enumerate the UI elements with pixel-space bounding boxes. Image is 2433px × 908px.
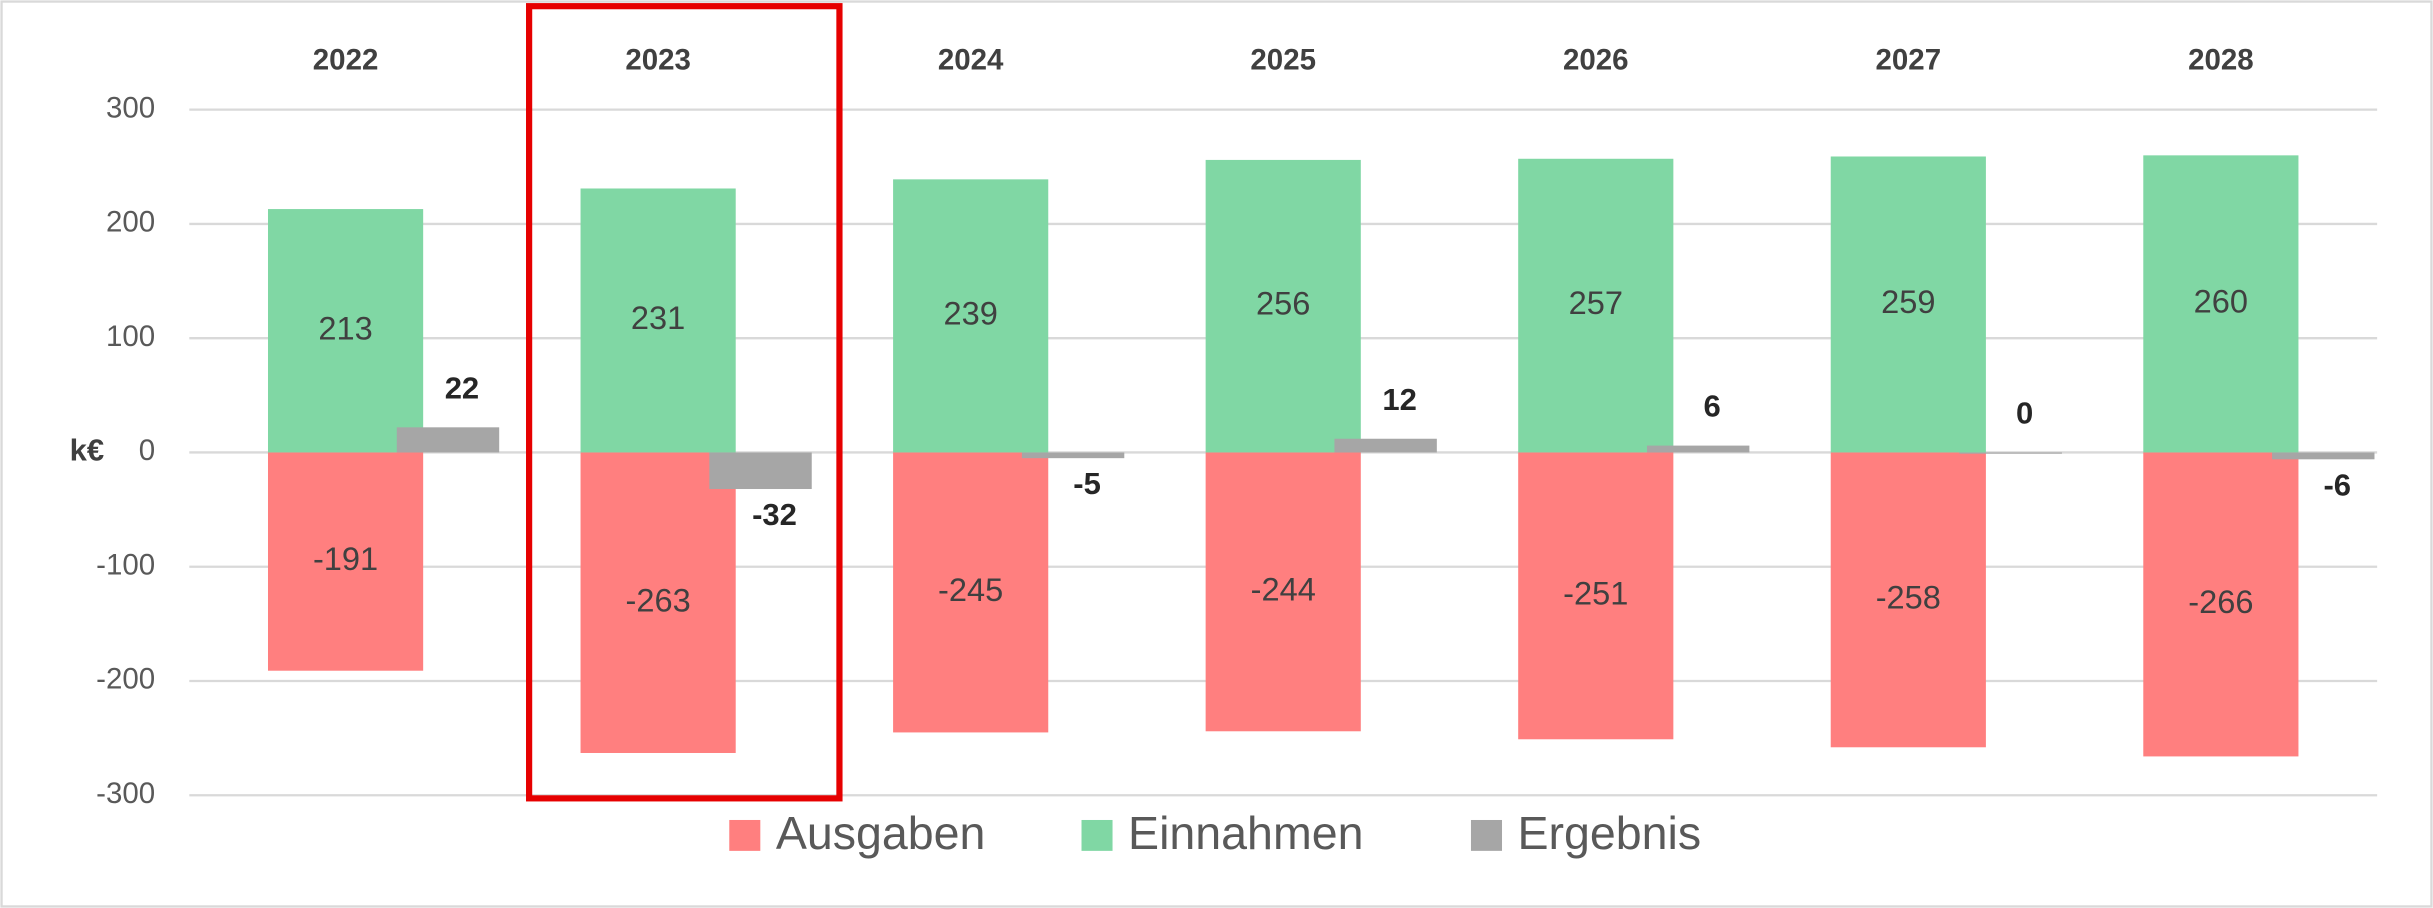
legend-label: Ausgaben <box>776 807 986 859</box>
bar <box>1959 452 2062 454</box>
bar <box>1021 452 1125 459</box>
bar <box>2272 452 2375 460</box>
bar <box>1205 159 1361 453</box>
x-tick-label: 2024 <box>938 44 1004 77</box>
value-label: -191 <box>313 541 378 577</box>
x-tick-label: 2025 <box>1250 44 1316 77</box>
value-label: 6 <box>1704 389 1721 424</box>
y-tick-label: 300 <box>106 91 155 124</box>
y-tick-label: 200 <box>106 206 155 239</box>
value-label: 260 <box>2194 284 2248 320</box>
value-label: 239 <box>943 296 997 332</box>
legend-label: Ergebnis <box>1518 807 1702 859</box>
y-tick-label: 0 <box>139 434 155 467</box>
y-tick-label: -300 <box>96 777 155 810</box>
bar <box>893 179 1049 453</box>
legend-swatch <box>729 819 761 851</box>
bar <box>2143 452 2299 757</box>
bar <box>580 188 736 453</box>
value-label: -245 <box>938 572 1003 608</box>
y-tick-label: -200 <box>96 663 155 696</box>
bar <box>580 452 736 753</box>
bar <box>267 209 424 453</box>
bar <box>2143 155 2299 453</box>
bar <box>709 452 812 490</box>
value-label: -263 <box>626 582 691 618</box>
value-label: 257 <box>1569 285 1623 321</box>
value-label: 231 <box>631 300 685 336</box>
highlight-frame <box>526 3 843 802</box>
value-label: 259 <box>1881 284 1935 320</box>
x-tick-label: 2027 <box>1876 44 1942 77</box>
bar <box>1518 452 1674 740</box>
value-label: -6 <box>2323 467 2351 502</box>
value-label: 213 <box>318 310 372 346</box>
bar <box>1830 156 1986 453</box>
value-label: -266 <box>2188 584 2253 620</box>
value-label: 256 <box>1256 286 1310 322</box>
bar <box>1205 452 1361 732</box>
bar <box>1334 438 1437 453</box>
value-label: -32 <box>752 497 797 532</box>
value-label: 0 <box>2016 396 2033 431</box>
value-label: -251 <box>1563 575 1628 611</box>
bar <box>893 452 1049 733</box>
x-tick-label: 2022 <box>313 44 379 77</box>
bar <box>267 452 424 671</box>
x-tick-label: 2028 <box>2188 44 2254 77</box>
legend-swatch <box>1081 819 1113 851</box>
legend-label: Einnahmen <box>1128 807 1363 859</box>
bar <box>1646 445 1750 453</box>
value-label: -244 <box>1251 571 1316 607</box>
x-tick-label: 2023 <box>625 44 691 77</box>
y-tick-label: 100 <box>106 320 155 353</box>
bar <box>1830 452 1986 748</box>
y-tick-label: -100 <box>96 549 155 582</box>
value-label: 12 <box>1382 382 1417 417</box>
value-label: 22 <box>445 370 480 405</box>
x-tick-label: 2026 <box>1563 44 1629 77</box>
value-label: -5 <box>1073 466 1101 501</box>
value-label: -258 <box>1876 579 1941 615</box>
legend-swatch <box>1470 819 1503 851</box>
bar <box>396 427 500 453</box>
bar <box>1518 158 1674 453</box>
y-axis-label: k€ <box>70 433 105 468</box>
